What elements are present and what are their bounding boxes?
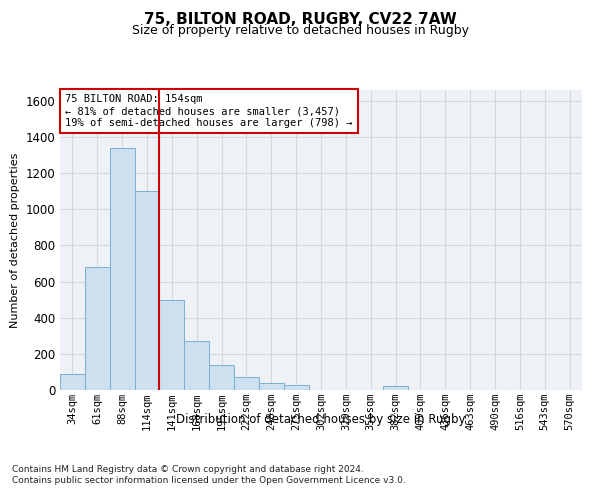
Y-axis label: Number of detached properties: Number of detached properties (10, 152, 20, 328)
Bar (85, 267, 110, 390)
Text: Distribution of detached houses by size in Rugby: Distribution of detached houses by size … (176, 412, 466, 426)
Text: 75 BILTON ROAD: 154sqm
← 81% of detached houses are smaller (3,457)
19% of semi-: 75 BILTON ROAD: 154sqm ← 81% of detached… (65, 94, 353, 128)
Text: 75, BILTON ROAD, RUGBY, CV22 7AW: 75, BILTON ROAD, RUGBY, CV22 7AW (143, 12, 457, 28)
Bar (259, 383, 284, 390)
Bar (110, 148, 134, 390)
Text: Contains public sector information licensed under the Open Government Licence v3: Contains public sector information licen… (12, 476, 406, 485)
Text: Contains HM Land Registry data © Crown copyright and database right 2024.: Contains HM Land Registry data © Crown c… (12, 465, 364, 474)
Bar (184, 341, 209, 390)
Bar (284, 384, 308, 390)
Bar (160, 300, 184, 390)
Bar (60, 374, 85, 390)
Bar (383, 386, 408, 390)
Bar (234, 378, 259, 390)
Bar (209, 364, 234, 390)
Text: Size of property relative to detached houses in Rugby: Size of property relative to detached ho… (131, 24, 469, 37)
Bar (134, 191, 160, 390)
